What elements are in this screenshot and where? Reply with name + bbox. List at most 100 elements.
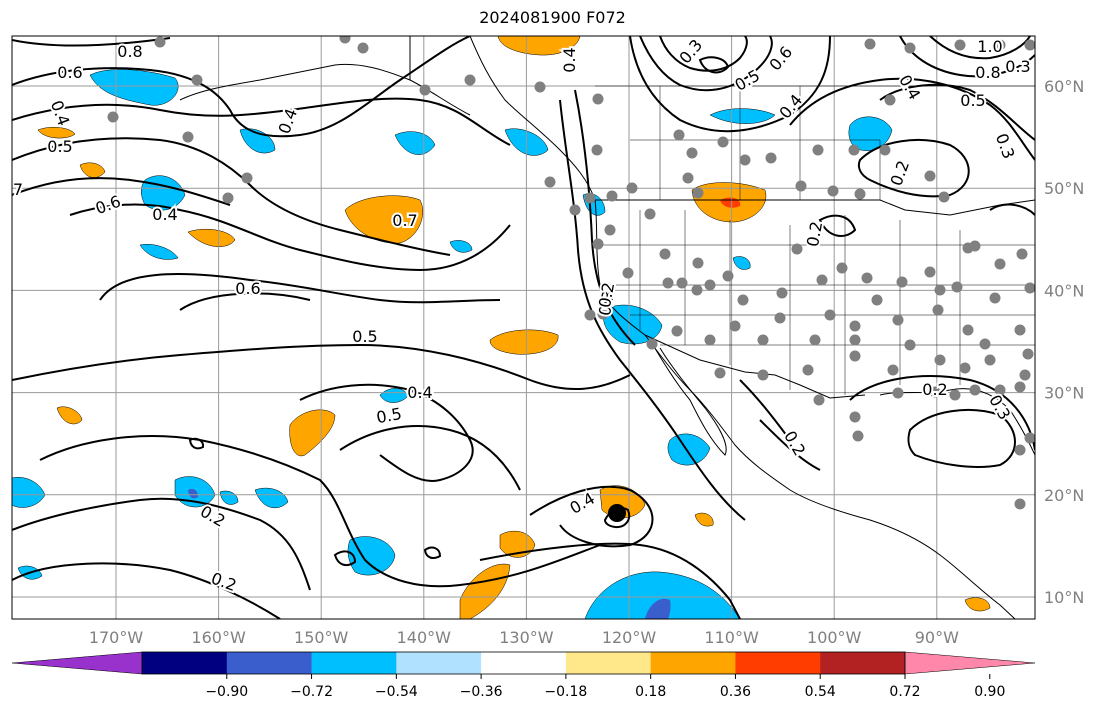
latitude-label: 10°N	[1044, 588, 1084, 607]
station-dot	[791, 243, 803, 255]
contour-label: 0.4	[152, 205, 177, 224]
shade-orange	[37, 126, 76, 139]
colorbar-tick-label: −0.72	[290, 684, 333, 700]
station-dot	[827, 185, 839, 197]
station-dot	[662, 277, 674, 289]
contour-label-halo: 0.4	[407, 383, 432, 402]
station-dot	[584, 309, 596, 321]
station-dot	[1016, 248, 1028, 260]
station-dot	[339, 36, 351, 44]
station-dot	[849, 320, 861, 332]
colorbar-frame	[141, 651, 906, 675]
colorbar-tick-label: 0.72	[889, 684, 920, 700]
longitude-label: 160°W	[191, 628, 246, 647]
contour-label: 1.0	[977, 37, 1002, 56]
station-dot	[887, 364, 899, 376]
contour-label-halo: 0.5	[47, 137, 72, 156]
station-dot	[994, 384, 1006, 396]
station-dot	[932, 304, 944, 316]
contour-label: 0.2	[803, 220, 826, 248]
longitude-label: 120°W	[602, 628, 657, 647]
station-dot	[816, 274, 828, 286]
station-dot	[959, 362, 971, 374]
station-dot	[646, 338, 658, 350]
station-dot	[606, 190, 618, 202]
station-dot	[592, 93, 604, 105]
border-us-mexico	[644, 334, 866, 399]
station-dot	[419, 84, 431, 96]
station-dot	[597, 308, 609, 320]
colorbar-extend-low	[11, 651, 143, 675]
station-dot	[802, 364, 814, 376]
station-dot	[765, 152, 777, 164]
contour-label: 0.7	[392, 211, 417, 230]
station-dot	[704, 279, 716, 291]
station-dot	[182, 131, 194, 143]
colorbar-tick-label: 0.90	[974, 684, 1005, 700]
station-dot	[979, 338, 991, 350]
longitude-label: 110°W	[704, 628, 759, 647]
shaded-anomaly-layer	[12, 36, 991, 619]
station-dot	[534, 81, 546, 93]
station-dot	[904, 339, 916, 351]
station-dot	[776, 287, 788, 299]
station-dot	[222, 192, 234, 204]
station-dot	[691, 284, 703, 296]
contour-label-halo: 0.8	[975, 63, 1000, 82]
station-dot	[969, 240, 981, 252]
contour-label: 0.5	[960, 91, 985, 110]
shade-blue	[584, 571, 741, 619]
colorbar-segment	[820, 652, 906, 674]
station-dot	[544, 176, 556, 188]
longitude-label: 100°W	[807, 628, 862, 647]
cyclone-center-marker	[608, 504, 626, 522]
station-dot	[592, 238, 604, 250]
coastline-north-america	[469, 36, 1016, 619]
station-dot	[1019, 369, 1031, 381]
contour-label-halo: 0.4	[152, 205, 177, 224]
colorbar-segment	[735, 652, 821, 674]
station-dot	[989, 292, 1001, 304]
contour-label: 0.4	[560, 47, 579, 72]
shade-orange	[964, 597, 991, 612]
station-dot	[849, 350, 861, 362]
station-dot	[994, 39, 1006, 51]
contour-label-halo: 0.6	[235, 279, 260, 298]
station-dot	[848, 144, 860, 156]
station-dot	[861, 272, 873, 284]
longitude-axis: 170°W 160°W 150°W 140°W 130°W 120°W 110°W 100°W…	[89, 628, 959, 647]
station-dot	[934, 284, 946, 296]
colorbar-tick-label: −0.54	[375, 684, 418, 700]
shade-orange	[289, 409, 336, 457]
contour-label: 0.5	[375, 404, 403, 427]
station-dot	[739, 154, 751, 166]
station-dot	[191, 74, 203, 86]
shade-blue	[709, 108, 776, 124]
station-dot	[1014, 381, 1026, 393]
colorbar-tick-label: −0.36	[460, 684, 503, 700]
station-dot	[692, 257, 704, 269]
contour-label-halo: 0.4	[560, 47, 579, 72]
shade-orange	[489, 329, 559, 355]
shade-blue	[89, 69, 179, 106]
station-markers	[107, 36, 1035, 510]
station-dot	[1014, 324, 1026, 336]
longitude-label: 140°W	[397, 628, 452, 647]
contour-label: 7	[13, 180, 23, 199]
contour-label-halo: 0.6	[57, 63, 82, 82]
station-dot	[774, 312, 786, 324]
contour-label: 0.8	[117, 42, 142, 61]
shade-blue	[139, 244, 179, 260]
station-dot	[757, 369, 769, 381]
colorbar-tick-label: 0.36	[720, 684, 751, 700]
station-dot	[722, 270, 734, 282]
shade-blue-dark	[645, 598, 671, 619]
colorbar-tick-label: 0.54	[805, 684, 836, 700]
station-dot	[729, 320, 741, 332]
contour-label-halo: 7	[13, 180, 23, 199]
station-dot	[591, 144, 603, 156]
shade-blue	[449, 240, 473, 253]
shade-orange	[56, 406, 83, 425]
